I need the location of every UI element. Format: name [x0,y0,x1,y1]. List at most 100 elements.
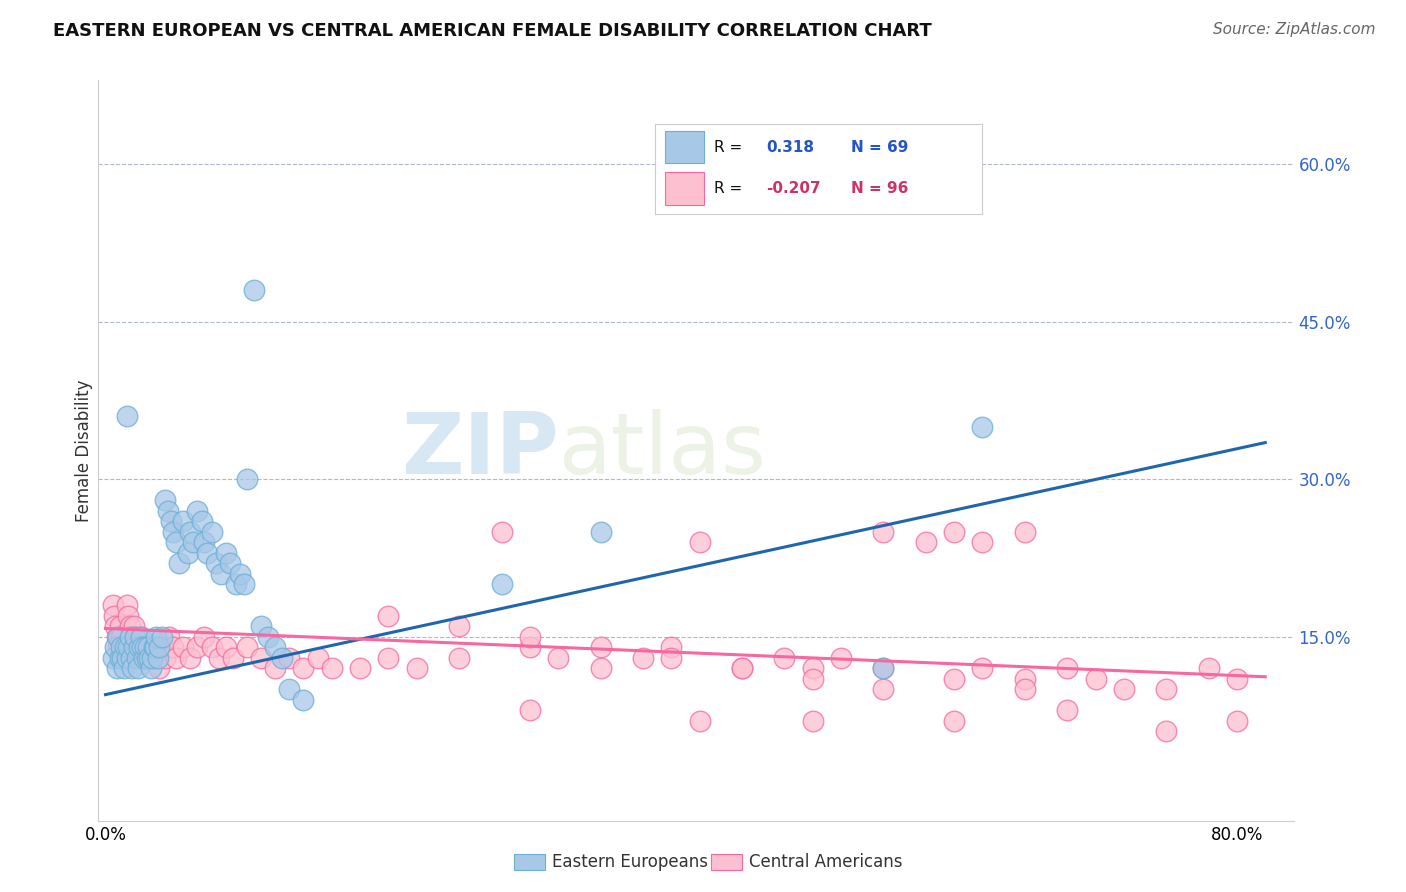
Point [179,651,201,665]
Point [943,714,966,728]
Point [139,661,162,675]
Point [120,630,142,644]
Text: atlas: atlas [558,409,766,492]
Point [689,714,711,728]
Point [872,661,894,675]
Point [105,630,128,644]
Point [250,651,273,665]
Point [129,630,152,644]
Point [122,619,145,633]
Point [129,630,152,644]
Point [181,535,204,549]
Point [107,640,129,655]
Point [122,640,145,655]
Text: N = 96: N = 96 [852,181,908,196]
Point [1014,682,1036,697]
Point [377,651,399,665]
Point [107,630,129,644]
Point [121,640,143,655]
Point [449,619,471,633]
Point [165,651,187,665]
Point [491,524,513,539]
Point [146,651,169,665]
Point [172,640,194,655]
Point [1226,714,1249,728]
Point [377,608,399,623]
Point [1112,682,1135,697]
Point [1056,661,1078,675]
Point [233,577,256,591]
Point [271,651,294,665]
Point [1014,524,1036,539]
Point [142,640,165,655]
Point [117,608,139,623]
Point [659,640,682,655]
Point [773,651,796,665]
Bar [665,172,704,204]
Point [1084,672,1107,686]
Point [193,535,215,549]
Point [321,661,343,675]
Point [124,630,146,644]
Point [127,661,149,675]
Point [124,630,146,644]
Point [125,651,148,665]
Point [1154,724,1177,739]
Point [112,651,135,665]
Point [491,577,513,591]
Point [943,524,966,539]
Point [134,640,156,655]
Point [801,714,824,728]
Point [943,672,966,686]
Point [153,651,176,665]
Point [186,504,208,518]
Point [292,693,315,707]
Point [200,640,222,655]
Point [135,651,157,665]
Point [264,661,287,675]
Point [1014,672,1036,686]
Point [176,546,198,560]
Point [145,630,167,644]
Point [307,651,329,665]
Point [159,514,181,528]
Point [1226,672,1249,686]
Point [145,651,167,665]
Point [219,557,242,571]
Point [211,566,233,581]
Point [150,640,173,655]
Point [519,630,541,644]
Point [589,661,612,675]
Point [172,514,194,528]
Point [108,619,131,633]
Point [801,661,824,675]
Point [118,630,141,644]
Text: ZIP: ZIP [401,409,558,492]
Point [135,651,157,665]
Point [165,535,187,549]
Point [659,651,682,665]
Text: Central Americans: Central Americans [748,853,903,871]
Point [1056,703,1078,717]
Point [114,640,136,655]
Point [132,651,155,665]
Point [872,661,894,675]
Text: -0.207: -0.207 [766,181,821,196]
Point [222,651,245,665]
Point [112,661,135,675]
Point [121,661,143,675]
Point [731,661,754,675]
Point [914,535,936,549]
Point [186,640,208,655]
Point [115,409,138,424]
Point [278,651,301,665]
Point [157,630,180,644]
Point [215,546,238,560]
Text: N = 69: N = 69 [852,140,908,155]
Point [110,630,132,644]
Point [148,640,170,655]
Point [278,682,301,697]
Point [148,661,170,675]
Text: R =: R = [714,181,742,196]
Point [689,535,711,549]
